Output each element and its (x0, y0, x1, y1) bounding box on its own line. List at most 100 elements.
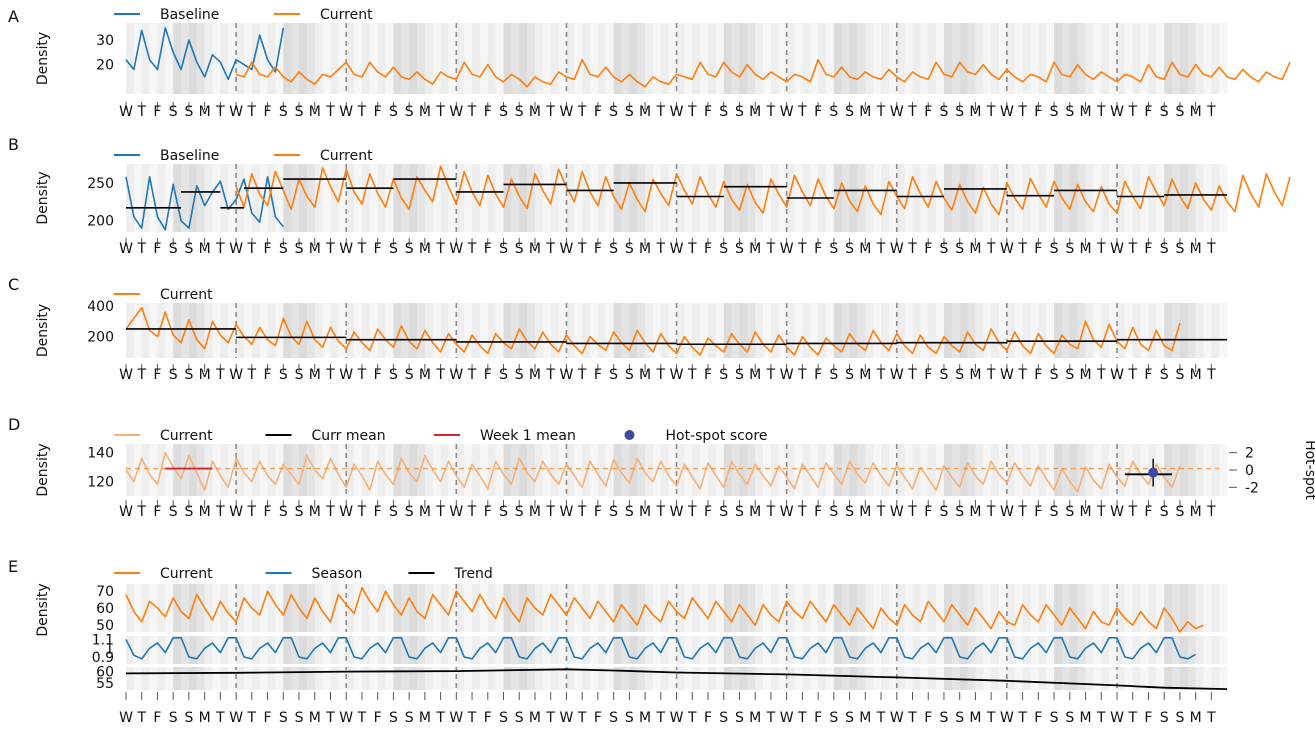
bg-stripe (849, 584, 858, 690)
bg-stripe (1164, 444, 1173, 496)
bg-stripe (833, 303, 843, 358)
x-tick-label: S (719, 367, 728, 383)
bg-stripe (1124, 23, 1134, 94)
bg-stripe (566, 23, 575, 94)
x-tick-label: W (780, 104, 794, 120)
x-tick-label: S (625, 367, 634, 383)
x-tick-label: M (749, 367, 761, 383)
bg-stripe (605, 23, 614, 94)
bg-stripe (700, 164, 709, 232)
bg-stripe (534, 164, 544, 232)
y-tick-label: 20 (96, 58, 114, 74)
x-tick-label: S (1065, 104, 1074, 120)
bg-stripe (692, 444, 701, 496)
bg-stripe (346, 584, 355, 690)
x-tick-label: T (136, 504, 146, 520)
bg-stripe (590, 303, 599, 358)
x-tick-label: T (357, 241, 367, 257)
bg-stripe (322, 164, 331, 232)
x-tick-label: M (1079, 104, 1091, 120)
x-tick-label: S (1160, 504, 1169, 520)
bg-stripe (181, 444, 190, 496)
bg-stripe (1046, 584, 1055, 690)
x-tick-label: S (940, 367, 949, 383)
bg-stripe (251, 584, 261, 690)
x-tick-label: T (1206, 104, 1216, 120)
bg-stripe (652, 164, 662, 232)
bg-stripe (943, 444, 953, 496)
x-tick-label: T (766, 504, 776, 520)
bg-stripe (818, 303, 827, 358)
x-tick-label: W (449, 504, 463, 520)
x-tick-label: S (1175, 504, 1184, 520)
x-tick-label: S (1175, 710, 1184, 726)
x-tick-label: W (449, 710, 463, 726)
series-line (125, 668, 1228, 690)
bg-stripe (967, 303, 976, 358)
x-tick-label: M (859, 241, 871, 257)
bg-stripe (708, 164, 717, 232)
x-tick-label: S (1050, 367, 1059, 383)
x-tick-label: M (419, 710, 431, 726)
x-tick-label: F (704, 710, 712, 726)
panel-E-background (126, 584, 1228, 690)
x-tick-label: W (780, 710, 794, 726)
bg-stripe (322, 303, 331, 358)
x-tick-label: W (670, 241, 684, 257)
bg-stripe (629, 584, 638, 690)
x-tick-label: S (169, 367, 178, 383)
x-tick-label: W (229, 367, 243, 383)
bg-stripe (1038, 584, 1047, 690)
bg-stripe (440, 584, 449, 690)
bg-stripe (629, 164, 638, 232)
bg-stripe (479, 164, 489, 232)
bg-stripe (291, 303, 300, 358)
bg-stripe (173, 23, 182, 94)
bg-stripe (590, 444, 599, 496)
x-tick-label: T (986, 367, 996, 383)
bg-stripe (126, 303, 135, 358)
bg-stripe (432, 303, 441, 358)
bg-stripe (456, 23, 465, 94)
bg-stripe (534, 303, 544, 358)
x-tick-label: S (184, 710, 193, 726)
bg-stripe (330, 303, 339, 358)
bg-stripe (590, 23, 599, 94)
x-tick-label: M (969, 104, 981, 120)
bg-stripe (936, 444, 945, 496)
bg-stripe (322, 23, 331, 94)
x-tick-label: F (153, 367, 161, 383)
x-tick-label: S (940, 504, 949, 520)
bg-stripe (1179, 23, 1189, 94)
x-tick-label: S (515, 367, 524, 383)
bg-stripe (1140, 303, 1149, 358)
bg-stripe (770, 164, 780, 232)
x-tick-label: S (184, 367, 193, 383)
x-tick-label: M (969, 241, 981, 257)
bg-stripe (251, 164, 261, 232)
x-tick-label: T (687, 104, 697, 120)
panel-A-background (126, 23, 1228, 94)
bg-stripe (519, 23, 528, 94)
bg-stripe (959, 23, 968, 94)
bg-stripe (1187, 584, 1196, 690)
bg-stripe (126, 584, 135, 690)
bg-stripe (888, 23, 898, 94)
legend-label: Baseline (160, 7, 219, 23)
x-tick-label: W (1110, 710, 1124, 726)
bg-stripe (1022, 444, 1031, 496)
series-line (235, 58, 1291, 88)
x-tick-label: F (374, 367, 382, 383)
bg-stripe (613, 444, 622, 496)
bg-stripe (1061, 164, 1071, 232)
bg-stripe (141, 303, 150, 358)
bg-stripe (126, 23, 135, 94)
bg-stripe (1124, 303, 1134, 358)
bg-stripe (558, 23, 567, 94)
x-tick-label: S (515, 104, 524, 120)
bg-stripe (369, 444, 378, 496)
x-tick-label: T (357, 367, 367, 383)
bg-stripe (558, 303, 567, 358)
bg-stripe (409, 303, 418, 358)
bg-stripe (912, 303, 921, 358)
